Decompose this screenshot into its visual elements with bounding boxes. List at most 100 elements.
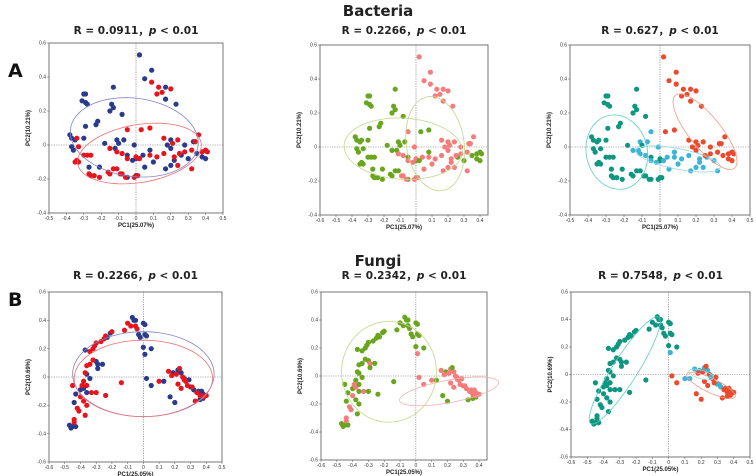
y-tick-label: 0.2 [39,109,46,115]
data-point-series-1 [667,321,673,327]
chart-title: R = 0.2266，p < 0.01 [73,270,198,282]
confidence-ellipse-1 [343,117,463,180]
data-point-series-3 [661,54,667,60]
data-point-series-1 [203,156,209,162]
y-tick-label: 0.6 [39,41,46,47]
data-point-series-3 [666,78,672,84]
fungi-heading: Fungi [355,252,402,270]
data-point-series-2 [178,385,184,391]
data-point-series-2 [667,349,673,356]
data-point-series-2 [671,154,678,160]
x-tick-label: -0.6 [317,463,326,469]
data-point-series-1 [449,365,455,371]
data-point-series-1 [162,96,169,102]
x-tick-label: 0.3 [461,218,468,224]
data-point-series-2 [156,84,162,90]
data-point-series-1 [402,139,408,145]
data-point-series-1 [391,379,397,385]
data-point-series-2 [671,149,678,155]
p-value: < 0.01 [156,270,198,282]
data-point-series-1 [605,345,612,351]
data-point-series-1 [421,345,427,351]
data-point-series-1 [367,125,373,131]
data-point-series-1 [662,333,668,339]
y-tick-label: 0.6 [310,43,317,49]
data-point-series-2 [400,152,406,159]
x-tick-label: -0.4 [348,218,357,224]
data-point-series-2 [169,140,176,146]
data-point-series-3 [703,363,709,369]
data-point-series-2 [75,159,82,165]
data-point-series-1 [356,401,362,407]
data-point-series-1 [395,168,401,174]
data-point-series-1 [613,355,620,361]
confidence-ellipse-2 [635,145,721,173]
data-point-series-1 [623,359,629,365]
data-point-series-1 [646,176,652,182]
pca-chart-3: R = 0.627，p < 0.01-0.5 -0.4 -0.3 -0.2 -0.1 0 0… [547,25,754,231]
data-point-series-1 [610,347,616,353]
data-point-series-2 [169,372,175,379]
x-tick-label: -0.4 [348,463,357,469]
data-point-series-1 [168,145,174,151]
data-point-series-1 [643,377,649,383]
data-point-series-1 [354,346,360,352]
x-tick-label: 0.2 [171,465,178,471]
data-point-series-1 [95,365,101,372]
y-tick-label: 0.4 [39,75,46,81]
x-tick-label: -0.3 [364,463,373,469]
data-point-series-1 [137,334,143,340]
x-tick-label: 0.2 [698,460,705,466]
data-point-series-2 [138,127,144,133]
y-tick-label: 0.2 [310,111,317,117]
data-point-series-2 [664,154,670,160]
data-point-series-2 [434,86,440,92]
data-point-series-1 [477,158,483,164]
data-point-series-1 [142,164,148,170]
data-point-series-1 [149,67,155,73]
data-point-series-1 [371,154,377,160]
data-point-series-3 [700,139,706,145]
plot-frame [319,44,489,216]
y-tick-label: -0.4 [37,211,46,217]
y-tick-label: 0 [564,145,567,151]
y-tick-label: -0.4 [558,213,567,219]
data-point-series-2 [203,392,209,399]
data-point-series-2 [168,86,174,92]
data-point-series-2 [421,78,427,84]
data-point-series-1 [637,168,643,174]
x-tick-label: 0.1 [150,216,157,222]
data-point-series-2 [189,166,195,172]
data-point-series-1 [605,125,611,131]
data-point-series-1 [365,388,372,394]
data-point-series-2 [686,152,692,159]
data-point-series-2 [75,144,82,150]
data-point-series-2 [429,377,435,383]
y-tick-label: -0.2 [558,179,567,185]
data-point-series-2 [630,147,636,153]
data-point-series-2 [464,149,470,155]
data-point-series-2 [700,164,706,170]
y-tick-label: 0.6 [561,290,568,296]
data-point-series-1 [150,159,156,165]
x-tick-label: 0.5 [220,216,227,222]
data-point-series-2 [107,145,113,151]
y-tick-label: 0.4 [310,77,317,83]
data-point-series-2 [441,372,447,378]
data-point-series-1 [607,360,613,367]
x-tick-label: -0.3 [602,218,611,224]
data-point-series-2 [119,150,125,157]
y-tick-label: 0 [314,145,317,151]
x-tick-label: -0.4 [62,216,71,222]
data-point-series-2 [427,81,433,87]
data-point-series-2 [154,154,160,160]
data-point-series-1 [148,382,154,389]
data-point-series-1 [608,166,615,172]
data-point-series-2 [134,326,140,332]
y-tick-label: -0.2 [559,400,568,406]
x-tick-label: 0.2 [693,218,700,224]
x-tick-label: -0.1 [396,218,405,224]
data-point-series-2 [453,152,459,159]
p-symbol: p [148,25,157,37]
data-point-series-2 [395,151,401,157]
